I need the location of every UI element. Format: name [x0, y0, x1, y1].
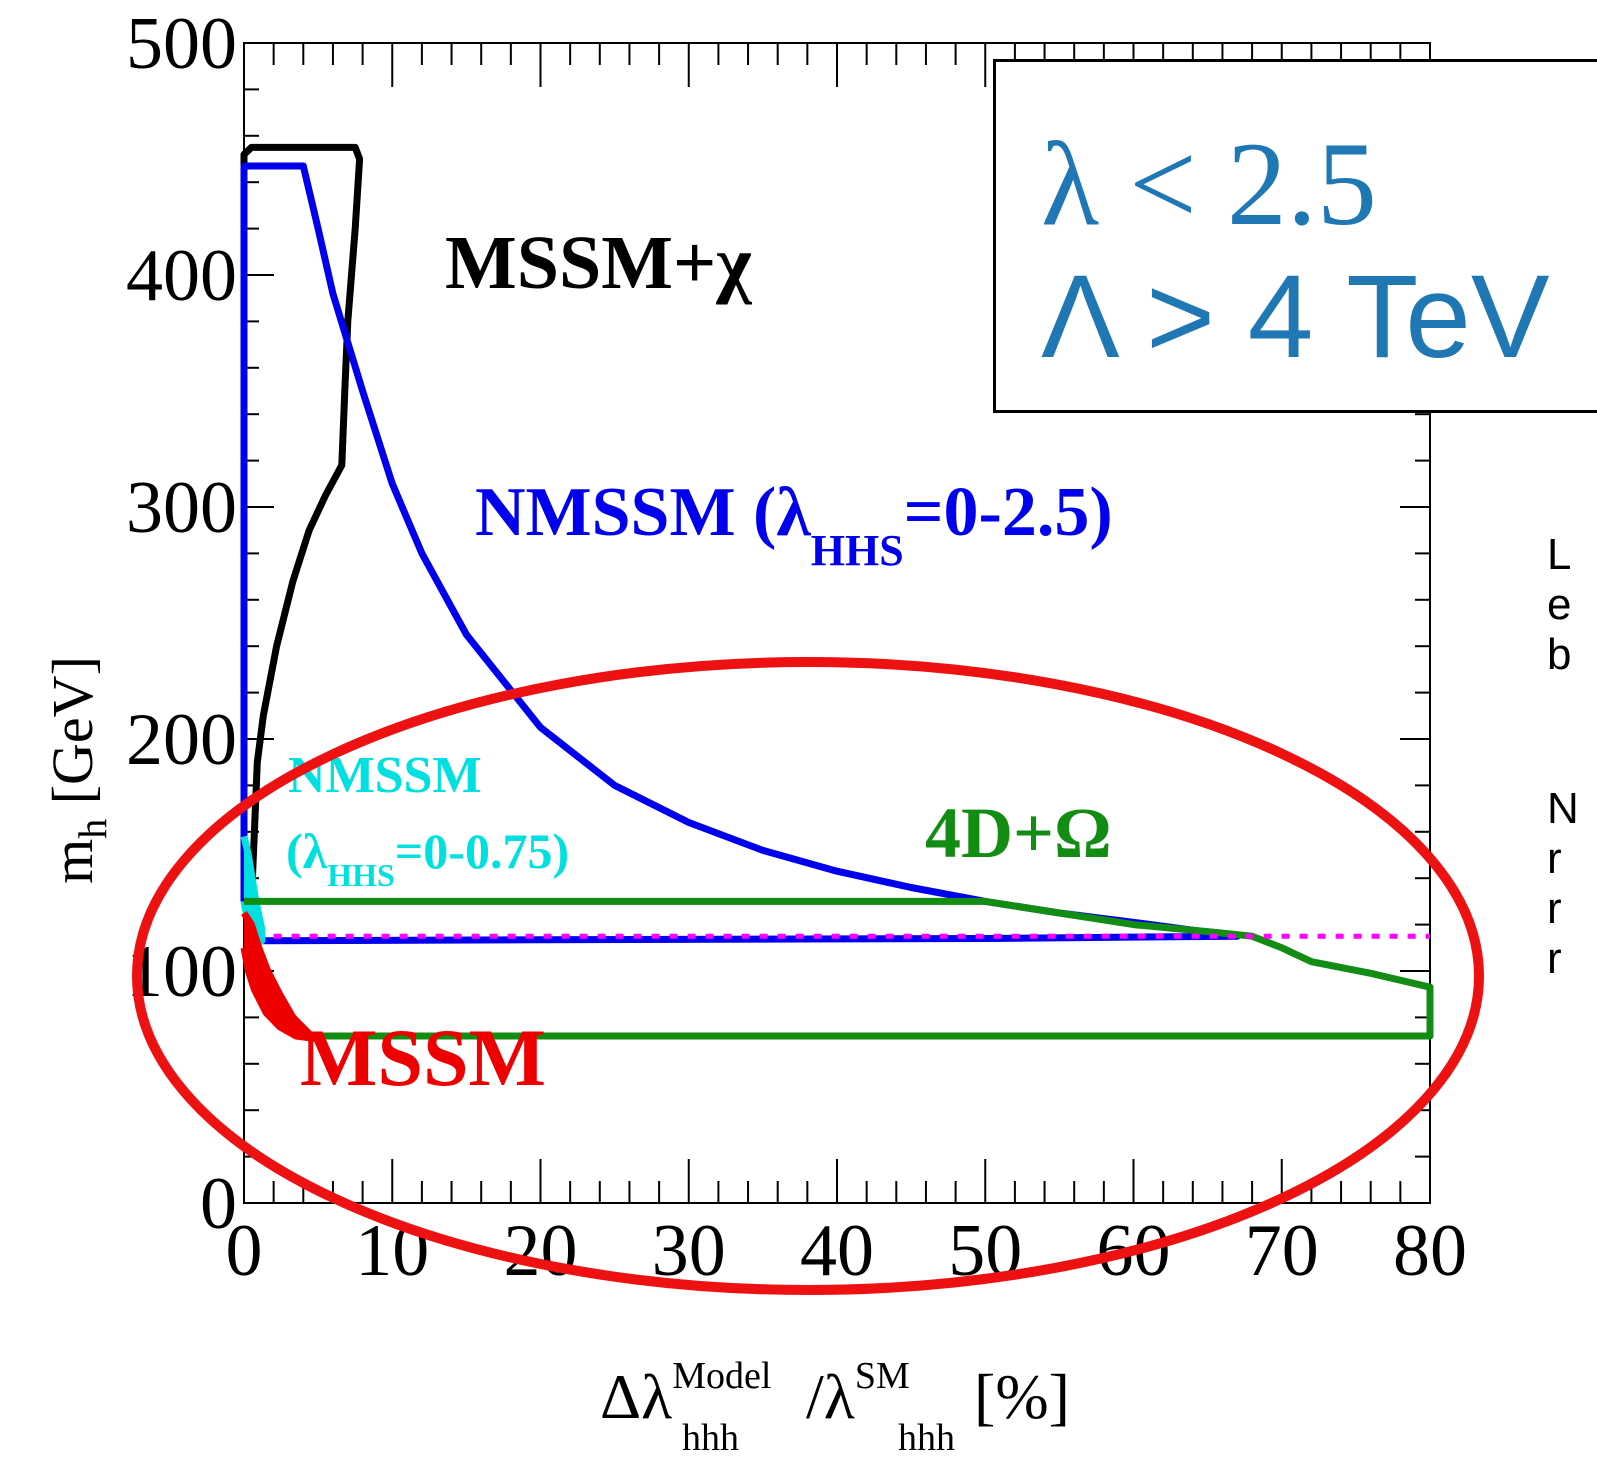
x-tick-label: 80 [1393, 1210, 1467, 1292]
label-nmssm-big-main: NMSSM (λ [475, 474, 811, 551]
side-text-top: L e b [1547, 530, 1572, 679]
y-axis-label: mh [GeV] [40, 656, 115, 884]
label-nmssm-big: NMSSM (λHHS=0-2.5) [475, 474, 1113, 575]
label-nmssm-small-sub: HHS [327, 857, 395, 893]
constraint-callout-box: λ < 2.5 Λ > 4 TeV [993, 59, 1597, 413]
y-axis-label-main: m [40, 839, 105, 884]
x-tick-label: 70 [1245, 1210, 1319, 1292]
x-axis-label-sup1: Model [672, 1355, 771, 1397]
y-tick-label: 200 [126, 699, 237, 781]
y-tick-label: 400 [126, 235, 237, 317]
label-mssm: MSSM [300, 1012, 546, 1103]
series-line [244, 897, 1434, 1040]
callout-lambda-text: λ < 2.5 [1041, 117, 1377, 250]
x-axis-label-tail: [%] [958, 1361, 1070, 1432]
series-line [240, 143, 364, 902]
x-tick-label: 40 [800, 1210, 874, 1292]
y-tick-label: 0 [200, 1163, 237, 1245]
x-tick-label: 0 [226, 1210, 263, 1292]
series-layer [240, 143, 1434, 1042]
x-axis-label-mid: /λ [790, 1361, 855, 1432]
x-tick-label: 20 [504, 1210, 578, 1292]
callout-cutoff-text: Λ > 4 TeV [1041, 251, 1550, 383]
label-nmssm-small-paren: (λ [286, 823, 328, 879]
label-nmssm-small-tail: =0-0.75) [395, 823, 569, 879]
label-nmssm-big-tail: =0-2.5) [904, 474, 1113, 551]
highlight-ellipse [132, 657, 1484, 1295]
label-nmssm-big-sub: HHS [811, 526, 904, 575]
y-axis-label-sub: h [70, 819, 115, 839]
label-4d-omega: 4D+Ω [925, 793, 1112, 873]
label-nmssm-small-line1: NMSSM [288, 747, 482, 804]
x-axis-label-sub2: hhh [898, 1417, 955, 1459]
x-axis-label-sup2: SM [855, 1355, 910, 1397]
side-text-bottom: N r r r [1547, 784, 1579, 983]
y-axis-label-tail: [GeV] [40, 656, 105, 819]
x-axis-label-sub1: hhh [682, 1417, 739, 1459]
y-tick-label: 300 [126, 467, 237, 549]
label-nmssm-small-line2: (λHHS=0-0.75) [286, 823, 569, 893]
label-mssm-chi: MSSM+χ [445, 221, 752, 305]
x-axis-label: ΔλModel hhh /λSM hhh [%] [600, 1355, 1070, 1459]
x-axis-label-main: Δλ [600, 1361, 672, 1432]
y-tick-label: 500 [126, 3, 237, 85]
